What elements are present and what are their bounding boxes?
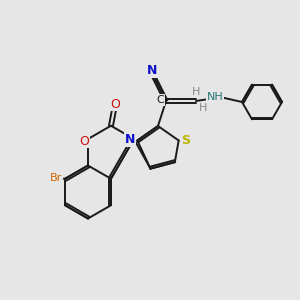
- Text: H: H: [199, 103, 207, 113]
- Text: Br: Br: [50, 173, 62, 183]
- Text: N: N: [147, 64, 157, 77]
- Text: NH: NH: [207, 92, 224, 102]
- Text: O: O: [110, 98, 120, 111]
- Text: H: H: [192, 87, 200, 97]
- Text: C: C: [156, 95, 164, 105]
- Text: N: N: [125, 133, 136, 146]
- Text: O: O: [79, 134, 89, 148]
- Text: S: S: [181, 134, 190, 147]
